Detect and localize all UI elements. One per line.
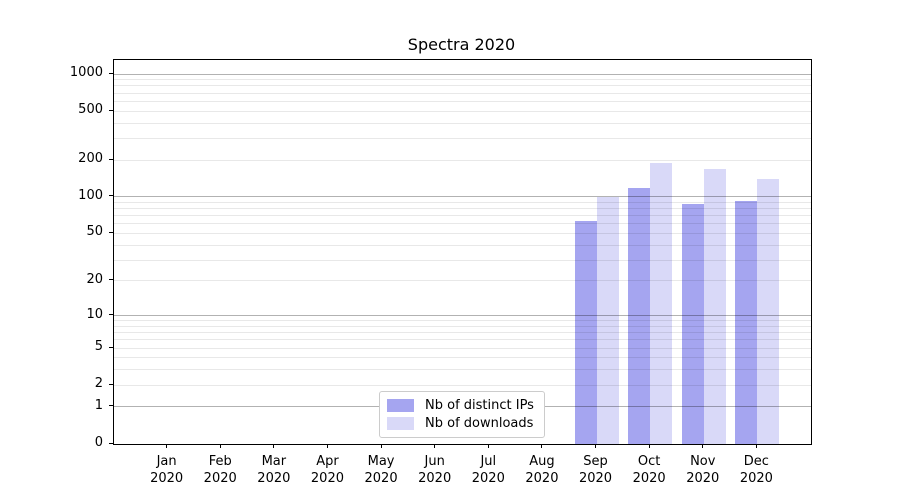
bars-layer	[114, 60, 811, 444]
bar-distinct-ips-nov	[681, 204, 704, 444]
x-tick-label-sep: Sep 2020	[578, 454, 613, 486]
x-tick-label-apr: Apr 2020	[310, 454, 344, 486]
bar-downloads-sep	[596, 196, 619, 444]
y-tick-label-500: 500	[78, 102, 103, 118]
x-tick-label-may: May 2020	[364, 454, 398, 486]
x-tick-mark-aug	[541, 444, 543, 448]
bar-distinct-ips-oct	[628, 187, 651, 444]
x-tick-mark-oct	[648, 444, 650, 448]
y-tick-mark-500	[109, 109, 113, 111]
y-tick-mark-0	[109, 442, 113, 444]
x-tick-label-oct: Oct 2020	[632, 454, 666, 486]
y-tick-mark-100	[109, 195, 113, 197]
y-tick-mark-20	[109, 279, 113, 281]
y-tick-label-2: 2	[94, 376, 103, 392]
x-tick-mark-apr	[326, 444, 328, 448]
x-tick-mark-jun	[434, 444, 436, 448]
x-tick-mark-dec	[755, 444, 757, 448]
legend-item-downloads: Nb of downloads	[387, 415, 544, 431]
legend-label-downloads: Nb of downloads	[425, 415, 534, 431]
y-tick-mark-1000	[109, 72, 113, 74]
plot-area: Nb of distinct IPs Nb of downloads	[113, 59, 812, 445]
x-tick-mark-sep	[595, 444, 597, 448]
y-tick-mark-200	[109, 158, 113, 160]
x-tick-mark-jul	[487, 444, 489, 448]
x-tick-mark-jan	[166, 444, 168, 448]
bar-distinct-ips-sep	[574, 221, 597, 444]
y-tick-label-20: 20	[86, 271, 103, 287]
y-tick-mark-2	[109, 383, 113, 385]
bar-distinct-ips-dec	[735, 201, 758, 444]
x-tick-label-jun: Jun 2020	[418, 454, 452, 486]
legend-label-distinct-ips: Nb of distinct IPs	[425, 397, 534, 413]
y-tick-label-5: 5	[94, 339, 103, 355]
y-tick-label-0: 0	[94, 435, 103, 450]
x-tick-label-feb: Feb 2020	[203, 454, 237, 486]
x-tick-mark-nov	[702, 444, 704, 448]
bar-downloads-dec	[757, 179, 780, 444]
chart-title: Spectra 2020	[407, 35, 516, 54]
legend-item-distinct-ips: Nb of distinct IPs	[387, 397, 544, 413]
y-tick-label-1: 1	[94, 397, 103, 413]
y-tick-label-200: 200	[78, 151, 103, 167]
x-tick-mark-mar	[273, 444, 275, 448]
legend-swatch-distinct-ips	[387, 399, 414, 412]
y-tick-label-50: 50	[86, 224, 103, 240]
y-tick-mark-50	[109, 231, 113, 233]
y-tick-mark-10	[109, 314, 113, 316]
x-tick-mark-may	[380, 444, 382, 448]
x-tick-label-aug: Aug 2020	[525, 454, 559, 486]
legend-swatch-downloads	[387, 417, 414, 430]
legend: Nb of distinct IPs Nb of downloads	[379, 391, 545, 438]
y-tick-label-100: 100	[78, 187, 103, 203]
x-tick-label-jul: Jul 2020	[471, 454, 505, 486]
y-tick-mark-5	[109, 346, 113, 348]
bar-downloads-nov	[703, 168, 726, 444]
x-tick-label-dec: Dec 2020	[739, 454, 773, 486]
x-tick-label-nov: Nov 2020	[686, 454, 720, 486]
y-tick-mark-1	[109, 405, 113, 407]
y-tick-label-1000: 1000	[69, 65, 103, 81]
x-tick-label-jan: Jan 2020	[150, 454, 184, 486]
x-tick-label-mar: Mar 2020	[257, 454, 291, 486]
y-tick-label-10: 10	[86, 306, 103, 322]
bar-downloads-oct	[650, 163, 673, 444]
x-tick-mark-feb	[219, 444, 221, 448]
